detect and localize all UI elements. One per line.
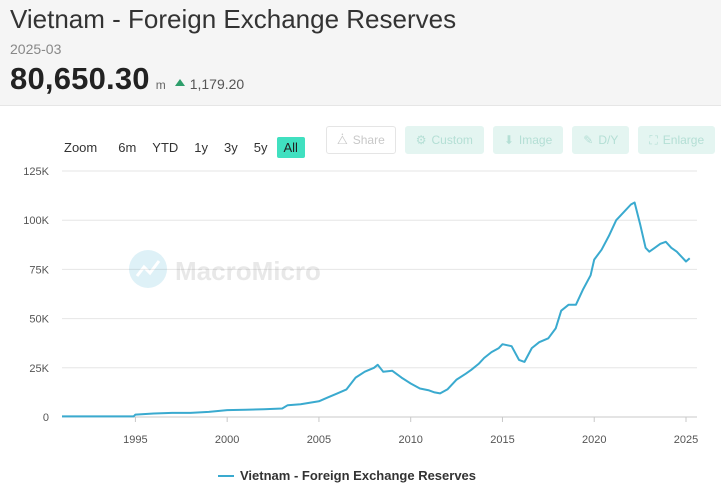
legend-swatch [218,474,234,477]
zoom-3y-button[interactable]: 3y [224,140,238,155]
x-tick-label: 1995 [123,434,147,446]
watermark-logo-line [135,260,161,277]
share-label: Share [352,133,385,147]
y-tick-label: 100K [23,215,49,227]
grid-lines [62,170,697,418]
zoom-1y-button[interactable]: 1y [194,140,209,155]
enlarge-button[interactable]: ⛶ Enlarge [638,126,716,154]
zoom-all-button[interactable]: All [276,137,305,158]
expand-icon: ⛶ [649,132,658,147]
legend-label: Vietnam - Foreign Exchange Reserves [240,468,477,483]
y-tick-label: 0 [43,412,49,424]
image-label: Image [518,133,553,147]
series-line-fx-reserves [62,201,691,418]
y-axis-ticks: 0 25K 50K 75K 100K 125K [23,166,49,424]
line-chart: 0 25K 50K 75K 100K 125K 1995 2000 2005 2010 2015 2… [23,166,698,446]
watermark: MacroMicro [129,250,321,288]
image-button[interactable]: ⬇ Image [492,126,564,154]
chart-toolbar: ⧊ Share ⚙ Custom ⬇ Image ✎ D/Y ⛶ Enlarge [326,126,721,154]
latest-value: 80,650.30 [10,61,150,96]
header: Vietnam - Foreign Exchange Reserves 2025… [0,0,721,106]
zoom-6m-button[interactable]: 6m [118,140,137,155]
gear-icon: ⚙ [415,133,427,147]
period-label: 2025-03 [10,41,62,57]
download-icon: ⬇ [503,133,514,147]
pencil-icon: ✎ [583,133,594,147]
dy-button[interactable]: ✎ D/Y [572,126,630,154]
zoom-selector: Zoom 6m YTD 1y 3y 5y All [64,137,307,158]
dy-label: D/Y [598,133,619,147]
x-tick-label: 2025 [674,434,698,446]
zoom-5y-button[interactable]: 5y [253,140,268,155]
watermark-logo-icon [129,250,167,288]
custom-label: Custom [431,133,473,147]
value-row: 80,650.30 m 1,179.20 [10,61,244,97]
unit-label: m [155,78,166,92]
x-tick-label: 2020 [582,434,606,446]
y-tick-label: 125K [23,166,49,178]
y-tick-label: 50K [29,314,49,326]
zoom-label: Zoom [64,140,98,155]
x-tick-label: 2005 [307,434,331,446]
legend[interactable]: Vietnam - Foreign Exchange Reserves [218,468,476,483]
up-arrow-icon [174,79,185,86]
y-tick-label: 75K [29,264,49,276]
custom-button[interactable]: ⚙ Custom [404,126,484,154]
page-title: Vietnam - Foreign Exchange Reserves [10,4,457,34]
x-axis-ticks: 1995 2000 2005 2010 2015 2020 2025 [123,417,698,446]
watermark-text: MacroMicro [175,256,321,286]
share-icon: ⧊ [337,132,348,147]
y-tick-label: 25K [29,363,49,375]
x-tick-label: 2015 [490,434,514,446]
enlarge-label: Enlarge [662,133,705,147]
x-tick-label: 2010 [398,434,422,446]
x-tick-label: 2000 [215,434,239,446]
zoom-ytd-button[interactable]: YTD [152,140,179,155]
share-button[interactable]: ⧊ Share [326,126,396,154]
change-value: 1,179.20 [189,76,245,92]
